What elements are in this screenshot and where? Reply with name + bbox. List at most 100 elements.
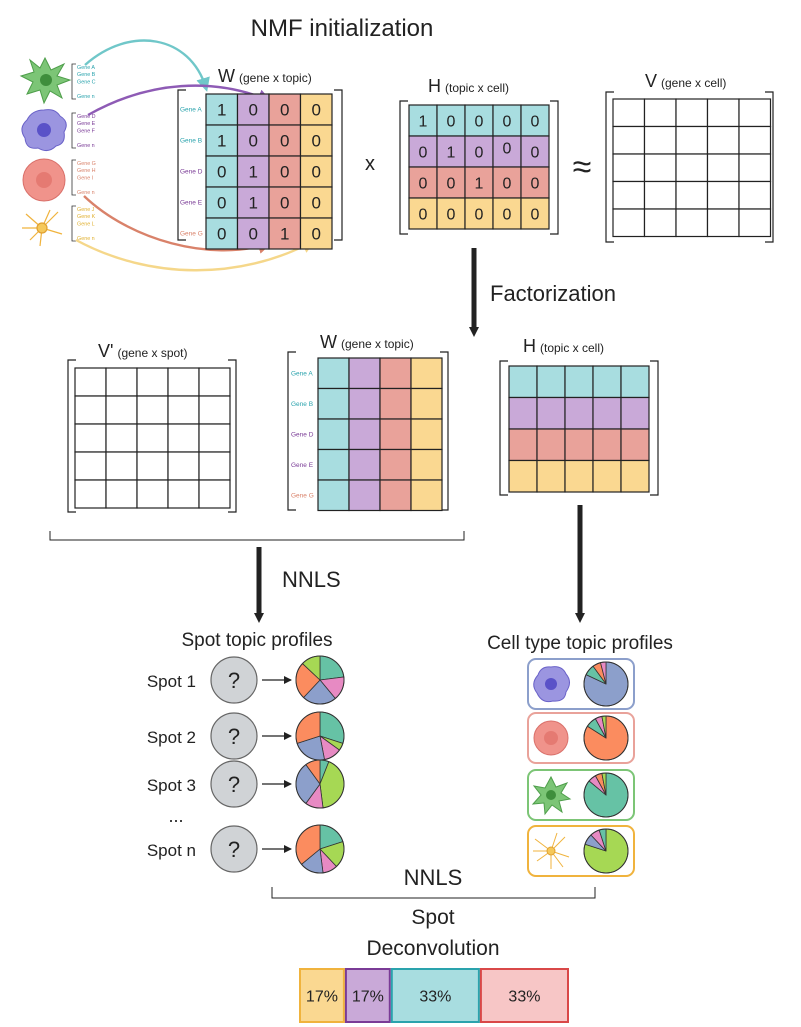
matrix-cell: [74, 423, 107, 453]
matrix-cell: [74, 451, 107, 481]
gene-legend-label: Gene F: [77, 128, 96, 134]
gene-legend-label: Gene D: [77, 114, 96, 120]
matrix-value: 0: [447, 207, 456, 224]
matrix-cell: [379, 357, 412, 390]
matrix-cell: [205, 93, 239, 126]
matrix-cell: [317, 387, 350, 420]
matrix-cell: [612, 98, 646, 128]
cell-profiles: [527, 658, 635, 877]
matrix-value: 1: [217, 101, 226, 120]
matrix-cell: [136, 451, 169, 481]
deconvolution-percent: 33%: [419, 989, 451, 1006]
pie-chart: [295, 824, 345, 874]
matrix-cell: [564, 428, 594, 462]
matrix-value: 0: [419, 207, 428, 224]
matrix-value: 0: [280, 101, 289, 120]
matrix-cell: [410, 479, 443, 512]
pie-chart: [295, 759, 345, 809]
spot-label: Spot n: [147, 841, 196, 860]
matrix-cell: [105, 451, 138, 481]
matrix-value: 1: [447, 145, 456, 162]
matrix-cell: [536, 459, 566, 493]
matrix-cell: [675, 208, 709, 238]
w-init-title: W (gene x topic): [218, 66, 312, 86]
matrix-cell: [167, 367, 200, 397]
matrix-value: 0: [503, 114, 512, 131]
unknown-spot-icon: [210, 760, 258, 808]
spot-profiles: Spot 1 ?Spot 2 ?Spot 3 ?Spot n?: [147, 655, 345, 874]
matrix-cell: [299, 155, 333, 188]
deconvolution-bar: 17% 17% 33% 33%: [299, 968, 569, 1023]
deconvolution-percent: 33%: [508, 989, 540, 1006]
matrix-cell: [706, 153, 740, 183]
matrix-cell: [436, 135, 466, 168]
matrix-value: 1: [280, 225, 289, 244]
cell-profiles-title: Cell type topic profiles: [487, 633, 673, 654]
matrix-cell: [348, 479, 381, 512]
matrix-value: 0: [312, 101, 321, 120]
matrix-value: 0: [312, 163, 321, 182]
matrix-cell: [299, 186, 333, 219]
matrix-cell: [379, 387, 412, 420]
gene-legend-label: Gene H: [77, 168, 96, 174]
matrix-cell: [436, 166, 466, 199]
gene-row-label: Gene E: [291, 462, 314, 469]
matrix-value: 0: [531, 207, 540, 224]
matrix-cell: [706, 125, 740, 155]
spot-row: Spot 3?: [147, 759, 345, 809]
h-fact-title: H (topic x cell): [523, 336, 604, 356]
w-init-matrix: 1 0 0 0 1 0 0 0 0 1 0 0 0 1 0 0 0 0 1 0 Gene A Gene B Gene D Ge…: [177, 89, 343, 250]
matrix-value: 0: [503, 207, 512, 224]
matrix-cell: [508, 365, 538, 399]
v-prime-title: V' (gene x spot): [98, 341, 188, 361]
matrix-cell: [317, 357, 350, 390]
matrix-cell: [738, 180, 772, 210]
matrix-cell: [299, 124, 333, 157]
matrix-cell: [643, 180, 677, 210]
matrix-cell: [379, 448, 412, 481]
matrix-cell: [74, 367, 107, 397]
matrix-cell: [236, 186, 270, 219]
matrix-cell: [643, 125, 677, 155]
question-mark: ?: [228, 772, 240, 797]
matrix-cell: [136, 395, 169, 425]
gene-legend-label: Gene n: [77, 236, 95, 242]
matrix-cell: [268, 186, 302, 219]
matrix-cell: [592, 428, 622, 462]
matrix-cell: [410, 357, 443, 390]
gene-row-label: Gene D: [291, 431, 314, 438]
question-mark: ?: [228, 668, 240, 693]
matrix-cell: [167, 479, 200, 509]
matrix-cell: [299, 217, 333, 250]
matrix-cell: [105, 395, 138, 425]
matrix-cell: [620, 365, 650, 399]
gene-legend-label: Gene G: [77, 161, 96, 167]
matrix-cell: [268, 93, 302, 126]
matrix-cell: [317, 448, 350, 481]
matrix-cell: [612, 153, 646, 183]
nnls-label-bottom: NNLS: [404, 865, 463, 890]
matrix-cell: [198, 367, 231, 397]
matrix-cell: [612, 125, 646, 155]
factorization-label: Factorization: [490, 281, 616, 306]
deconvolution-percent: 17%: [306, 989, 338, 1006]
pie-chart: [583, 715, 629, 761]
matrix-value: 1: [419, 114, 428, 131]
green-microglia-icon: [19, 56, 72, 105]
matrix-value: 0: [531, 176, 540, 193]
unknown-spot-icon: [210, 712, 258, 760]
spot-label: Spot 3: [147, 776, 196, 795]
matrix-cell: [205, 124, 239, 157]
nnls-input-bracket: [49, 531, 465, 541]
cell-profile-card: [527, 825, 635, 877]
matrix-cell: [675, 98, 709, 128]
matrix-cell: [136, 423, 169, 453]
matrix-cell: [348, 357, 381, 390]
matrix-cell: [520, 166, 550, 199]
question-mark: ?: [228, 724, 240, 749]
gene-row-label: Gene G: [291, 492, 314, 499]
